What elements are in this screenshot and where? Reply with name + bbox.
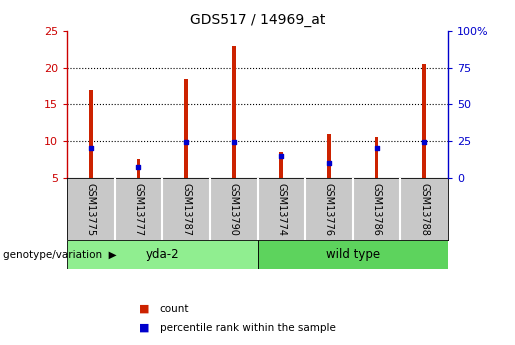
Point [420,140,428,145]
Bar [258,240,448,269]
Title: GDS517 / 14969_at: GDS517 / 14969_at [190,13,325,27]
Text: GSM13787: GSM13787 [181,183,191,236]
Point [87,146,95,151]
Bar [232,46,235,178]
Text: GSM13775: GSM13775 [86,183,96,236]
Bar [422,64,426,178]
Text: GSM13776: GSM13776 [324,183,334,236]
Bar [184,79,188,178]
Text: wild type: wild type [325,248,380,261]
Point [134,165,143,170]
Text: count: count [160,304,189,314]
Text: genotype/variation  ▶: genotype/variation ▶ [3,250,116,260]
Text: GSM13788: GSM13788 [419,183,429,236]
Point [325,160,333,166]
Bar [136,159,140,178]
Text: percentile rank within the sample: percentile rank within the sample [160,323,336,333]
Text: GSM13790: GSM13790 [229,183,238,236]
Bar [280,152,283,178]
Text: GSM13786: GSM13786 [372,183,382,236]
Point [182,140,190,145]
Bar [89,90,93,178]
Bar [375,137,379,178]
Bar [327,134,331,178]
Point [372,146,381,151]
Text: GSM13774: GSM13774 [277,183,286,236]
Text: ■: ■ [139,304,149,314]
Text: GSM13777: GSM13777 [133,183,143,236]
Point [230,140,238,145]
Bar [67,240,258,269]
Text: yda-2: yda-2 [145,248,179,261]
Text: ■: ■ [139,323,149,333]
Point [277,153,285,158]
